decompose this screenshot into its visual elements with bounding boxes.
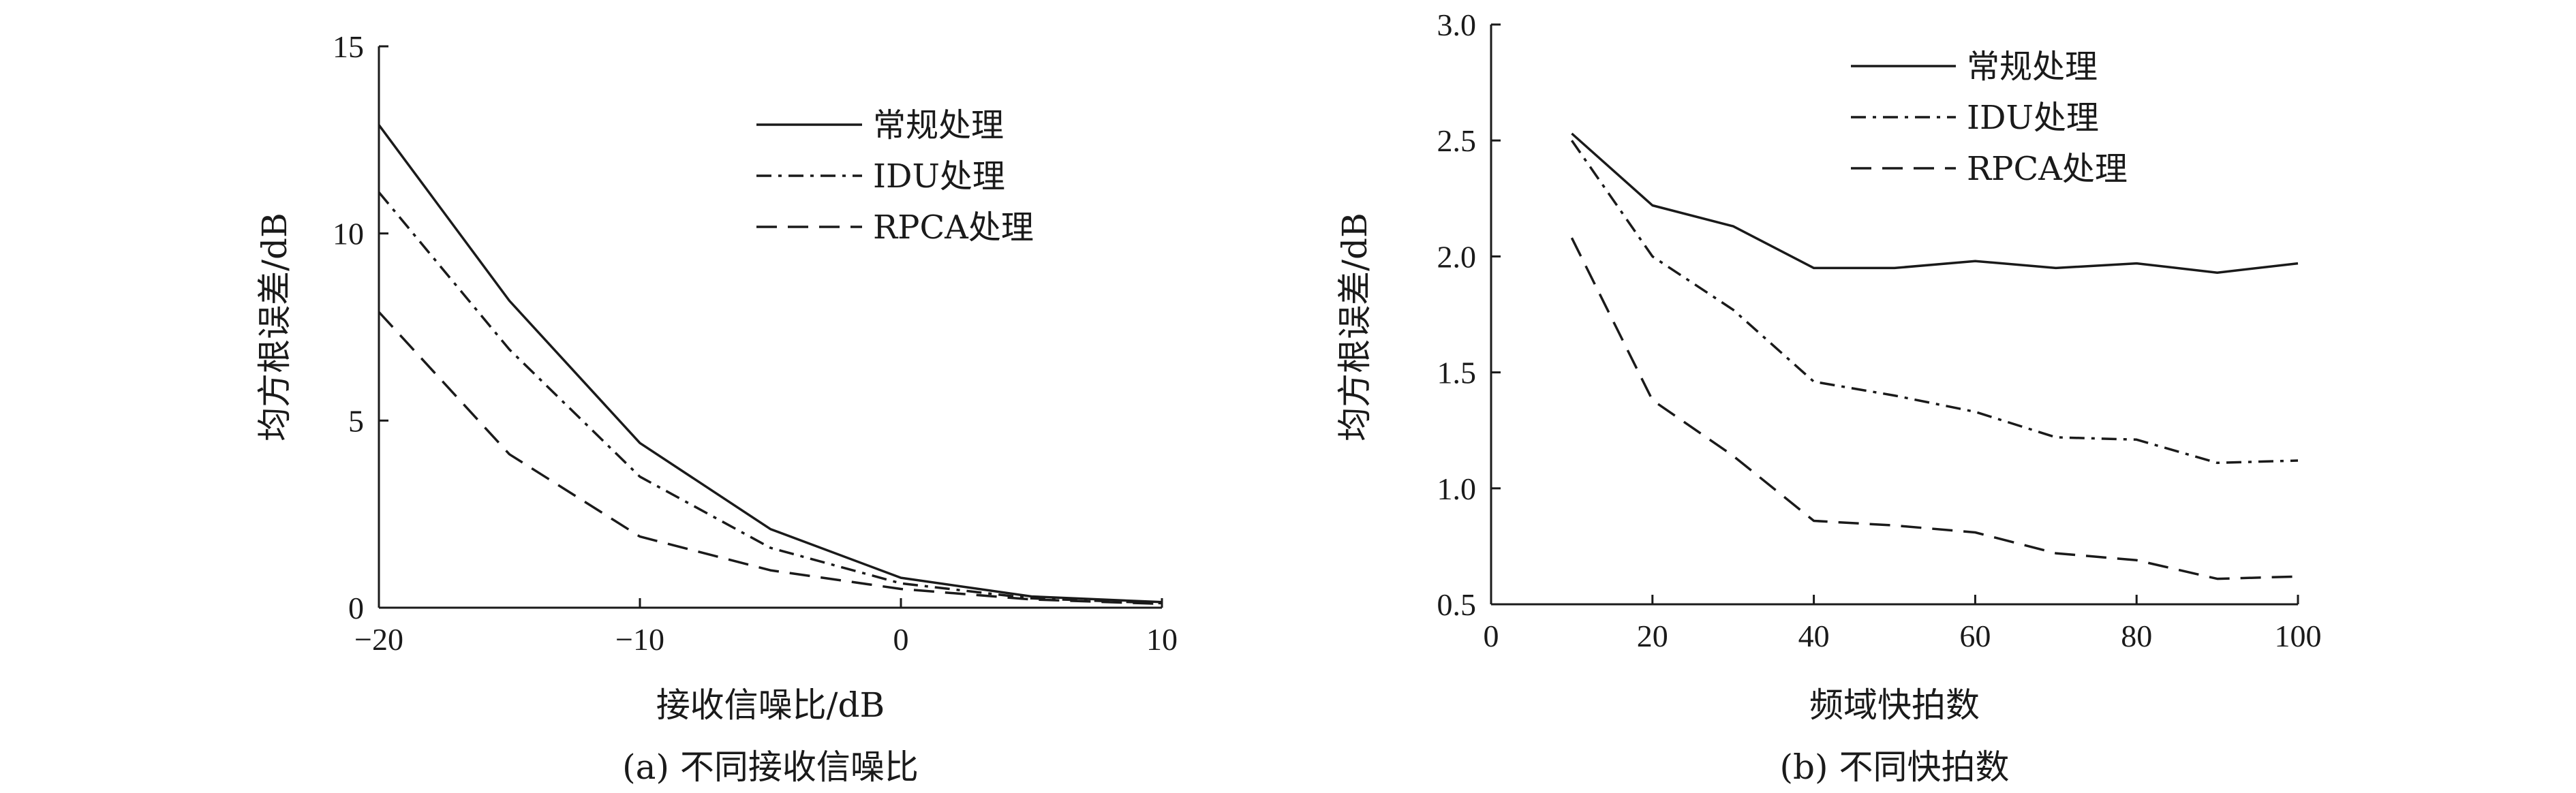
x-tick-label: 100: [2275, 619, 2322, 653]
y-tick-label: 2.0: [1437, 239, 1477, 274]
y-tick-label: 3.0: [1437, 7, 1477, 42]
x-axis-label: 频域快拍数: [1809, 685, 1980, 725]
y-axis-label: 均方根误差/dB: [255, 213, 294, 441]
x-tick-label: −20: [354, 622, 403, 657]
y-tick-label: 15: [333, 29, 364, 64]
legend-label-3: RPCA处理: [873, 208, 1034, 247]
y-tick-label: 1.0: [1437, 471, 1477, 506]
x-tick-label: 80: [2121, 619, 2152, 653]
chart-a: 0 5 10 15 −20 −10 0 10 接收信噪比/dB 均方根误差/dB (a) 不同接收信…: [255, 29, 1178, 787]
series-line-2: [1570, 140, 2299, 465]
y-tick-label: 0: [348, 591, 364, 625]
y-tick-label: 0.5: [1437, 587, 1477, 622]
x-tick-label: 10: [1146, 622, 1178, 657]
legend-label-1: 常规处理: [1967, 48, 2098, 86]
series-line-2: [378, 191, 1163, 605]
x-tick-label: 0: [893, 622, 909, 657]
x-axis-label: 接收信噪比/dB: [656, 685, 885, 725]
chart-caption: (b) 不同快拍数: [1780, 747, 2010, 787]
y-tick-label: 1.5: [1437, 356, 1477, 390]
legend-label-3: RPCA处理: [1967, 150, 2128, 188]
x-tick-label: 40: [1798, 619, 1830, 653]
x-tick-label: 60: [1959, 619, 1991, 653]
y-tick-label: 2.5: [1437, 123, 1477, 158]
series-line-3: [378, 311, 1163, 606]
chart-b: 0.5 1.0 1.5 2.0 2.5 3.0 0 20 40 60 80 100 频域快拍数 均方根误差…: [1335, 7, 2322, 787]
y-tick-label: 5: [348, 403, 364, 438]
series-line-3: [1570, 237, 2299, 580]
series-line-1: [1571, 132, 2299, 274]
y-axis-label: 均方根误差/dB: [1335, 213, 1375, 441]
legend-label-2: IDU处理: [873, 157, 1005, 196]
x-tick-label: 0: [1484, 619, 1499, 653]
legend-label-1: 常规处理: [873, 106, 1004, 144]
x-tick-label: 20: [1637, 619, 1668, 653]
series-line-1: [378, 124, 1163, 604]
chart-caption: (a) 不同接收信噪比: [622, 747, 919, 787]
legend-label-2: IDU处理: [1967, 99, 2099, 137]
x-tick-label: −10: [615, 622, 664, 657]
y-tick-label: 10: [333, 217, 364, 251]
